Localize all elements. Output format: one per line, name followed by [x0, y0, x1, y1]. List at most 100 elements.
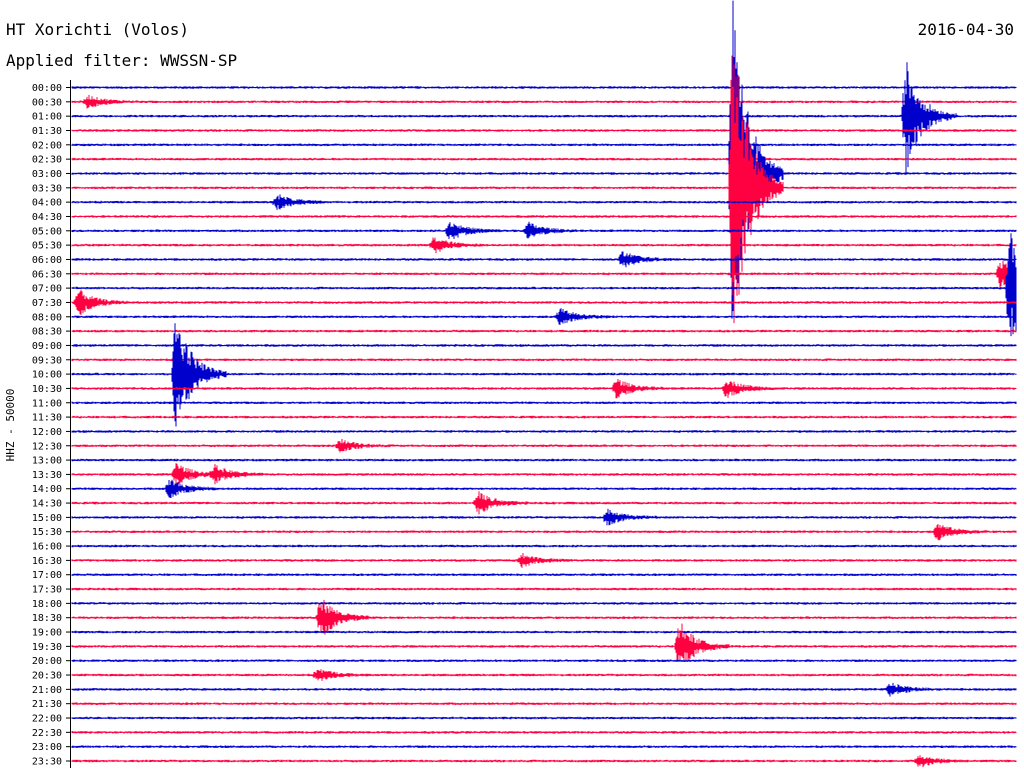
- trace-row: [71, 702, 1017, 705]
- row-label: 01:30: [32, 126, 62, 137]
- row-label: 14:30: [32, 499, 62, 510]
- row-label: 00:30: [32, 97, 62, 108]
- row-label: 22:30: [32, 728, 62, 739]
- trace-row: [71, 745, 1017, 748]
- row-label: 15:00: [32, 513, 62, 524]
- trace-row: [71, 0, 1017, 319]
- row-label: 05:30: [32, 241, 62, 252]
- trace-row: [71, 731, 1017, 734]
- trace-row: [71, 260, 1017, 290]
- trace-row: [71, 86, 1017, 89]
- trace-row: [71, 544, 1017, 548]
- row-label: 12:00: [32, 427, 62, 438]
- row-label: 00:00: [32, 83, 62, 94]
- trace-row: [71, 573, 1017, 576]
- trace-row: [71, 755, 1017, 768]
- row-label: 20:30: [32, 671, 62, 682]
- row-label: 21:00: [32, 685, 62, 696]
- trace-row: [71, 290, 1017, 315]
- row-label: 17:30: [32, 585, 62, 596]
- row-label: 10:00: [32, 370, 62, 381]
- row-label: 11:30: [32, 413, 62, 424]
- trace-row: [71, 669, 1017, 681]
- row-label: 08:30: [32, 327, 62, 338]
- row-label: 09:30: [32, 355, 62, 366]
- row-label: 03:30: [32, 183, 62, 194]
- row-label: 23:30: [32, 757, 62, 768]
- row-label: 16:30: [32, 556, 62, 567]
- trace-row: [71, 463, 1017, 485]
- trace-row: [71, 587, 1017, 591]
- row-label: 07:30: [32, 298, 62, 309]
- row-label: 17:00: [32, 570, 62, 581]
- channel-label: HHZ - 50000: [4, 389, 17, 462]
- trace-row: [71, 630, 1017, 634]
- trace-rows: [71, 0, 1017, 768]
- row-label: 08:00: [32, 312, 62, 323]
- trace-row: [71, 415, 1017, 419]
- row-label: 06:00: [32, 255, 62, 266]
- trace-row: [71, 599, 1017, 635]
- row-label: 02:30: [32, 155, 62, 166]
- row-label: 18:30: [32, 613, 62, 624]
- trace-row: [71, 344, 1017, 347]
- row-label: 02:00: [32, 140, 62, 151]
- row-label: 22:00: [32, 714, 62, 725]
- trace-row: [71, 323, 1017, 427]
- row-label: 04:30: [32, 212, 62, 223]
- trace-row: [71, 233, 1017, 337]
- row-label: 05:00: [32, 226, 62, 237]
- row-label: 01:00: [32, 112, 62, 123]
- trace-row: [71, 215, 1017, 218]
- trace-row: [71, 553, 1017, 568]
- trace-row: [71, 251, 1017, 268]
- row-label: 21:30: [32, 699, 62, 710]
- row-label: 19:30: [32, 642, 62, 653]
- trace-row: [71, 716, 1017, 720]
- trace-row: [71, 358, 1017, 362]
- row-label: 12:30: [32, 441, 62, 452]
- trace-row: [71, 508, 1017, 526]
- trace-row: [71, 479, 1017, 498]
- row-label: 09:00: [32, 341, 62, 352]
- row-label: 19:00: [32, 628, 62, 639]
- trace-row: [71, 329, 1017, 333]
- filter-label: Applied filter: WWSSN-SP: [6, 51, 238, 70]
- trace-row: [71, 129, 1017, 132]
- trace-row: [71, 439, 1017, 453]
- date-label: 2016-04-30: [917, 20, 1014, 39]
- trace-row: [71, 94, 1017, 109]
- row-label: 16:00: [32, 542, 62, 553]
- row-label: 18:00: [32, 599, 62, 610]
- trace-row: [71, 491, 1017, 515]
- row-label: 10:30: [32, 384, 62, 395]
- row-label: 13:30: [32, 470, 62, 481]
- row-label: 13:00: [32, 456, 62, 467]
- trace-row: [71, 623, 1017, 661]
- trace-row: [71, 682, 1017, 697]
- row-label: 11:00: [32, 398, 62, 409]
- trace-row: [71, 143, 1017, 147]
- trace-row: [71, 458, 1017, 462]
- row-label: 20:00: [32, 656, 62, 667]
- row-label: 23:00: [32, 742, 62, 753]
- trace-row: [71, 221, 1017, 239]
- trace-row: [71, 55, 1017, 324]
- trace-row: [71, 659, 1017, 662]
- row-label: 14:00: [32, 484, 62, 495]
- row-ticks: 00:00 00:30 01:00 01:30 02:00 02:30 03:00 03:30…: [32, 83, 71, 768]
- station-title: HT Xorichti (Volos): [6, 20, 190, 39]
- row-label: 15:30: [32, 527, 62, 538]
- trace-row: [71, 237, 1017, 254]
- trace-row: [71, 62, 1017, 174]
- trace-row: [71, 401, 1017, 405]
- row-label: 04:00: [32, 198, 62, 209]
- row-label: 06:30: [32, 269, 62, 280]
- trace-row: [71, 157, 1017, 161]
- trace-row: [71, 602, 1017, 605]
- row-label: 07:00: [32, 284, 62, 295]
- trace-row: [71, 430, 1017, 433]
- trace-row: [71, 524, 1017, 541]
